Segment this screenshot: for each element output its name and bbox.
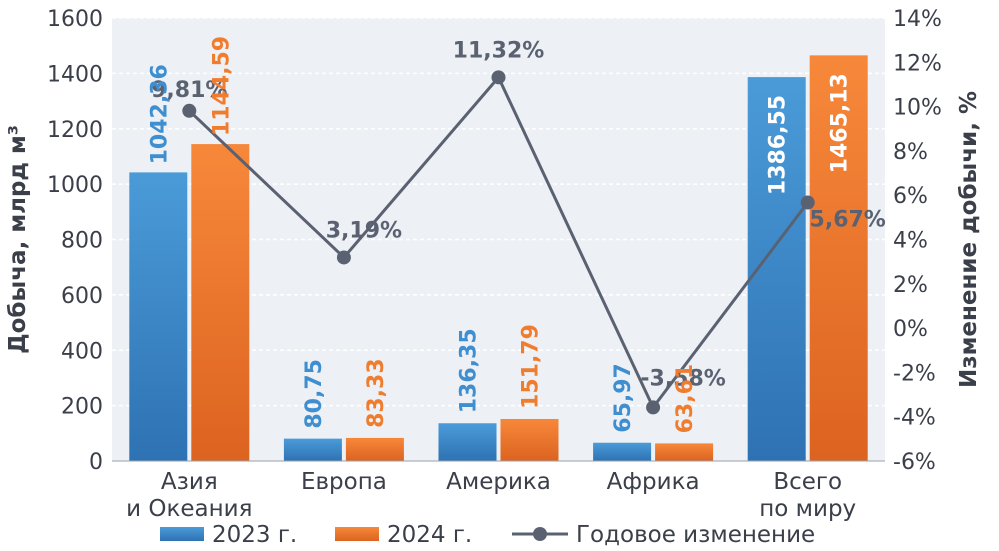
y-left-tick-label: 1600 <box>47 7 103 32</box>
bar <box>500 418 559 461</box>
y-left-tick-label: 0 <box>89 450 103 475</box>
x-tick-label: Европа <box>301 469 387 495</box>
x-tick-label: Всего <box>773 469 842 495</box>
bar <box>438 423 497 461</box>
y-right-tick-label: 14% <box>893 7 942 32</box>
bar <box>345 437 404 461</box>
bar-value-label: 80,75 <box>302 359 327 429</box>
change-value-label: 5,67% <box>810 208 886 233</box>
change-point <box>800 195 815 210</box>
legend-swatch <box>160 527 204 541</box>
bar-value-label: 1144,59 <box>209 36 234 136</box>
axes: 0 200 400 600 800 1000 1200 1400 1600 -6% -4% -2% 0%… <box>47 7 942 522</box>
y-axis-right-title: Изменение добычи, % <box>956 91 982 388</box>
y-right-tick-label: 0% <box>893 317 928 342</box>
y-left-tick-label: 1200 <box>47 118 103 143</box>
legend-label: 2023 г. <box>212 522 297 548</box>
change-value-label: 9,81% <box>151 78 227 103</box>
y-left-tick-label: 800 <box>61 229 103 254</box>
x-tick-label: Америка <box>446 469 551 495</box>
y-left-tick-label: 600 <box>61 284 103 309</box>
y-right-tick-label: 8% <box>893 140 928 165</box>
bar-value-label: 65,97 <box>611 363 636 433</box>
y-right-tick-label: 2% <box>893 273 928 298</box>
bar-value-label: 1386,55 <box>766 95 791 195</box>
change-point <box>646 400 661 415</box>
y-right-tick-label: 4% <box>893 229 928 254</box>
legend-swatch <box>335 527 379 541</box>
bar-value-label: 151,79 <box>519 324 544 409</box>
y-axis-left-title: Добыча, млрд м³ <box>5 125 31 354</box>
y-left-tick-label: 1400 <box>47 62 103 87</box>
change-value-label: -3,58% <box>640 366 725 391</box>
legend: 2023 г. 2024 г. Годовое изменение <box>160 522 815 548</box>
y-left-tick-label: 200 <box>61 395 103 420</box>
bar <box>191 144 250 461</box>
legend-marker <box>533 527 547 541</box>
change-value-label: 11,32% <box>453 38 545 63</box>
bar <box>655 443 714 461</box>
x-tick-label: и Океания <box>126 496 252 522</box>
bar <box>129 172 188 461</box>
y-right-tick-label: 12% <box>893 51 942 76</box>
change-point <box>182 103 197 118</box>
change-line: 9,81% 3,19% 11,32% -3,58% 5,67% <box>151 38 886 415</box>
legend-label: 2024 г. <box>387 522 472 548</box>
y-left-tick-label: 400 <box>61 339 103 364</box>
legend-label: Годовое изменение <box>576 522 815 548</box>
bar <box>593 442 652 461</box>
bar-value-label: 63,61 <box>673 364 698 434</box>
y-right-tick-label: 10% <box>893 96 942 121</box>
data-labels: 1042,36 1144,59 80,75 83,33 136,35 151,79 65,9… <box>147 36 852 433</box>
y-right-tick-label: 6% <box>893 184 928 209</box>
y-right-tick-label: -2% <box>893 361 936 386</box>
bar-value-label: 1465,13 <box>828 73 853 173</box>
change-value-label: 3,19% <box>326 218 402 243</box>
bar <box>809 55 868 461</box>
change-point <box>491 70 506 85</box>
bar <box>283 438 342 461</box>
y-right-tick-label: -4% <box>893 406 936 431</box>
bar-value-label: 1042,36 <box>147 64 172 164</box>
x-tick-label: по миру <box>759 496 856 522</box>
y-right-tick-label: -6% <box>893 450 936 475</box>
x-tick-label: Азия <box>161 469 218 495</box>
change-point <box>336 250 351 265</box>
bar-value-label: 83,33 <box>364 358 389 428</box>
bar-value-label: 136,35 <box>457 328 482 413</box>
y-left-tick-label: 1000 <box>47 173 103 198</box>
x-tick-label: Африка <box>607 469 700 495</box>
